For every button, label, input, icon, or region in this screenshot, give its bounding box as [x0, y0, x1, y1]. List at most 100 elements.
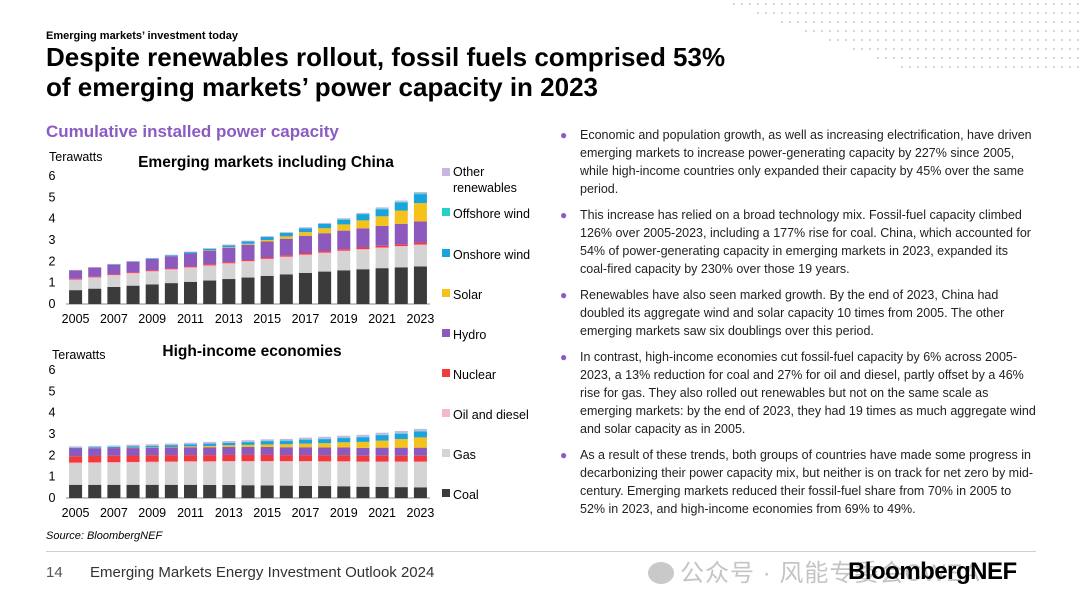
x-tick-label: 2015 [253, 506, 281, 520]
bar-segment [375, 216, 389, 226]
legend-swatch [442, 449, 450, 457]
bar-segment [413, 221, 427, 243]
bar-segment [375, 207, 389, 209]
bar-segment [107, 445, 121, 447]
legend-label: Onshore wind [453, 248, 530, 262]
legend-label: Solar [453, 288, 482, 302]
bar-segment [164, 461, 178, 463]
bar-segment [107, 484, 121, 498]
bar-segment [203, 248, 217, 249]
footer-report-title: Emerging Markets Energy Investment Outlo… [90, 564, 435, 581]
bar-segment [318, 253, 332, 272]
bar-segment [298, 461, 312, 463]
bar-segment [222, 264, 236, 280]
bar-segment [107, 455, 121, 463]
bar-segment [69, 270, 83, 279]
bar-segment [107, 264, 121, 275]
bar-segment [126, 261, 140, 262]
bullet-list: ● Economic and population growth, as well… [558, 126, 1036, 526]
bar-segment [184, 444, 198, 447]
bar-segment [184, 455, 198, 462]
bar-segment [356, 214, 370, 221]
bar-segment [203, 443, 217, 446]
x-tick-label: 2011 [177, 312, 204, 326]
bar-segment [126, 273, 140, 275]
bullet-text: This increase has relied on a broad tech… [580, 208, 1031, 276]
bar-segment [356, 434, 370, 437]
bar-segment [241, 241, 255, 244]
bar-segment [126, 444, 140, 447]
y-tick-label: 2 [49, 448, 56, 462]
wechat-icon [648, 562, 674, 584]
bar-segment [184, 484, 198, 498]
bar-segment [164, 270, 178, 284]
legend-label: Coal [453, 488, 479, 502]
bar-segment [318, 252, 332, 254]
bar-segment [394, 245, 408, 248]
bar-segment [203, 441, 217, 444]
bar-segment [260, 454, 274, 462]
bar-segment [413, 461, 427, 463]
bar-segment [203, 447, 217, 456]
bar-segment [260, 461, 274, 463]
bar-segment [279, 440, 293, 445]
bar-segment [318, 233, 332, 252]
bar-segment [69, 269, 83, 271]
chart-title: High-income economies [162, 343, 341, 360]
bar-segment [298, 253, 312, 255]
bar-segment [318, 443, 332, 448]
bar-segment [145, 463, 159, 485]
y-tick-label: 0 [49, 297, 56, 311]
bar-segment [375, 225, 389, 246]
bar-segment [88, 447, 102, 449]
bar-segment [356, 212, 370, 214]
bar-segment [298, 439, 312, 441]
bullet-text: Renewables have also seen marked growth.… [580, 288, 1005, 338]
bar-segment [337, 219, 351, 220]
bar-segment [356, 447, 370, 456]
bar-segment [203, 445, 217, 448]
legend-swatch [442, 409, 450, 417]
bar-segment [413, 192, 427, 194]
bar-segment [241, 442, 255, 445]
bar-segment [298, 485, 312, 498]
bar-segment [126, 461, 140, 464]
bar-segment [145, 258, 159, 271]
bar-segment [394, 447, 408, 456]
bar-segment [337, 250, 351, 252]
bar-segment [145, 271, 159, 273]
bar-segment [203, 264, 217, 266]
bar-segment [260, 462, 274, 486]
bar-segment [184, 251, 198, 253]
bar-segment [203, 461, 217, 463]
bar-segment [356, 249, 370, 251]
bar-segment [88, 463, 102, 485]
bar-segment [241, 462, 255, 486]
bar-segment [69, 290, 83, 304]
bar-segment [260, 237, 274, 240]
bar-segment [298, 254, 312, 256]
x-tick-label: 2023 [407, 506, 435, 520]
bar-segment [107, 286, 121, 304]
y-tick-label: 4 [49, 212, 56, 226]
bar-segment [88, 288, 102, 304]
x-tick-label: 2019 [330, 506, 358, 520]
bullet-item: ● In contrast, high-income economies cut … [558, 348, 1036, 438]
bar-segment [241, 277, 255, 304]
bar-segment [222, 262, 236, 264]
bar-segment [337, 447, 351, 456]
bar-segment [107, 264, 121, 265]
bar-segment [279, 440, 293, 442]
bar-segment [260, 439, 274, 442]
x-tick-label: 2021 [368, 506, 396, 520]
bar-segment [145, 455, 159, 462]
bar-segment [298, 443, 312, 448]
bar-segment [69, 278, 83, 280]
bar-segment [164, 268, 178, 270]
y-tick-label: 3 [49, 233, 56, 247]
bar-segment [145, 484, 159, 498]
page-number: 14 [46, 564, 63, 581]
bullet-item: ● As a result of these trends, both group… [558, 446, 1036, 518]
bar-segment [88, 462, 102, 464]
